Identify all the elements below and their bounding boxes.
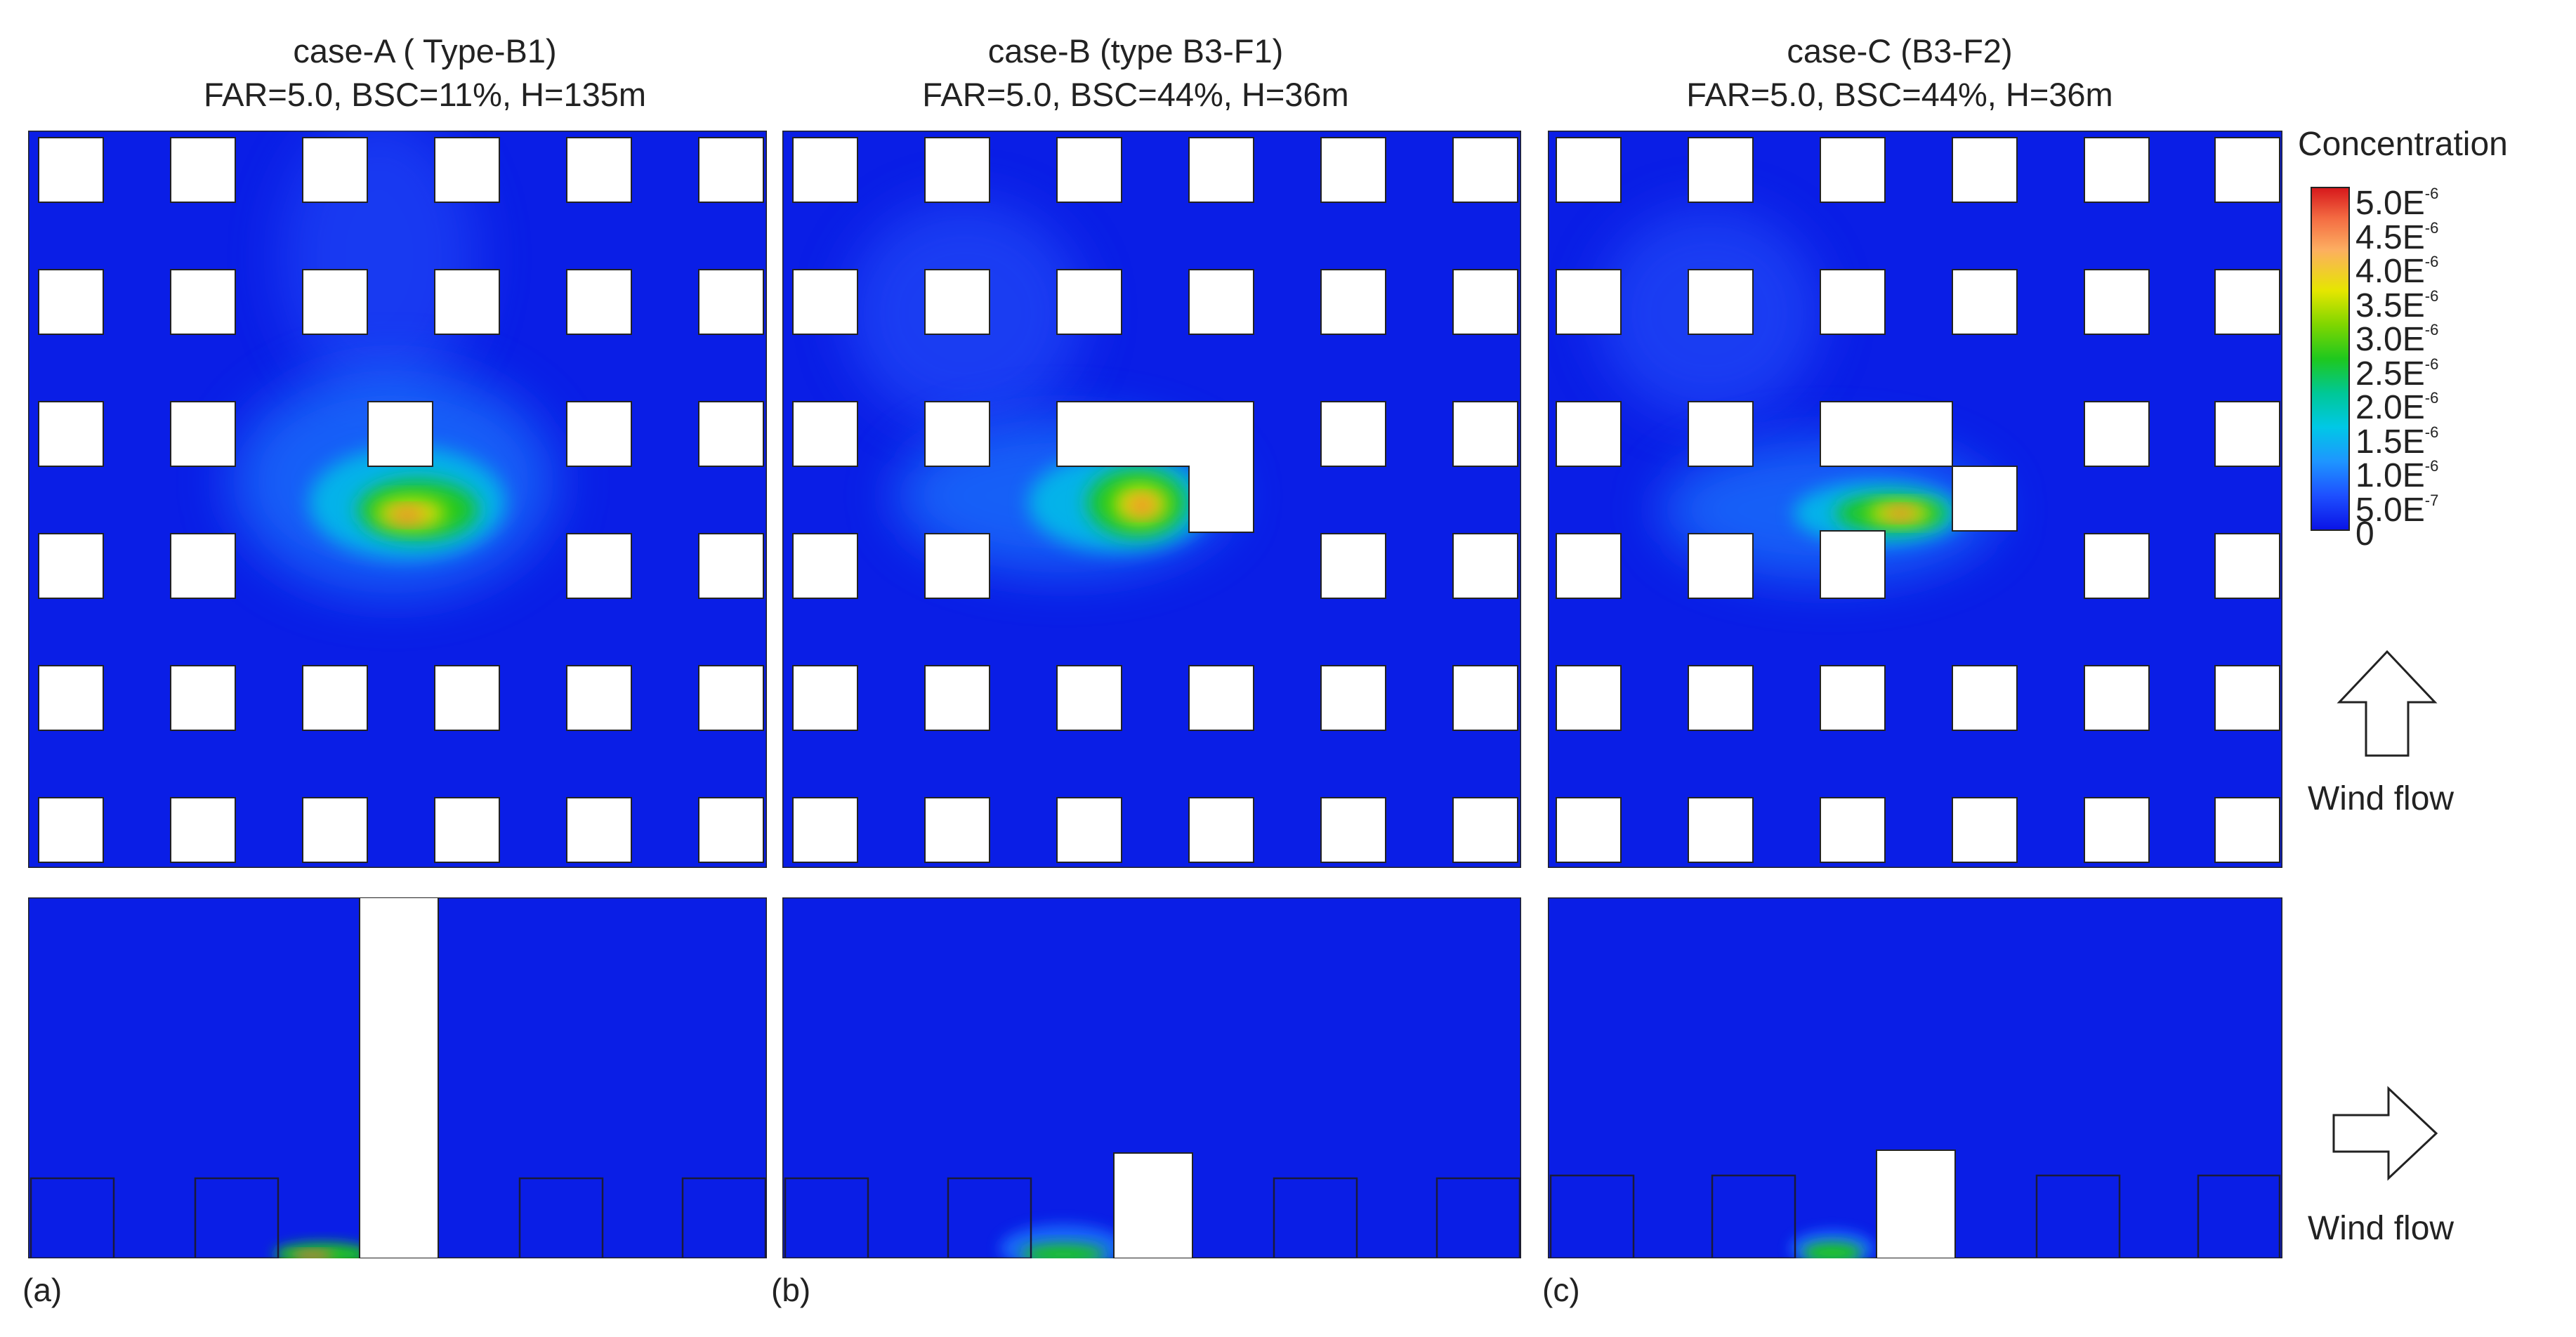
plan-view-case-a: [28, 131, 767, 868]
low-building-outlines: [1549, 1174, 2281, 1258]
wind-flow-label-plan: Wind flow: [2308, 780, 2455, 817]
pollutant-plume: [1790, 1230, 1874, 1258]
legend-tick-label: 5.0E-7: [2355, 491, 2439, 529]
section-view-case-a: [28, 897, 767, 1258]
legend-tick-label: 2.0E-6: [2355, 389, 2439, 426]
panel-label-b: (b): [771, 1272, 811, 1308]
legend-tick-label: 3.0E-6: [2355, 321, 2439, 358]
buildings: [38, 137, 764, 863]
legend-title: Concentration: [2298, 126, 2508, 163]
color-scale-bar: [2311, 187, 2350, 531]
case-a-title-line1: case-A ( Type-B1): [293, 32, 557, 70]
low-building-outlines: [784, 1177, 1521, 1258]
legend-tick-label: 4.5E-6: [2355, 218, 2439, 256]
arrow-up-icon: [2337, 650, 2438, 757]
case-a-title-line2: FAR=5.0, BSC=11%, H=135m: [203, 76, 647, 113]
buildings: [1556, 137, 2280, 863]
case-b-title: case-B (type B3-F1) FAR=5.0, BSC=44%, H=…: [767, 29, 1504, 117]
panel-label-c: (c): [1542, 1272, 1580, 1308]
mid-building: [1876, 1150, 1956, 1258]
section-view-case-b: [782, 897, 1521, 1258]
plan-view-case-c: [1548, 131, 2282, 868]
panel-label-a: (a): [22, 1272, 63, 1308]
wind-flow-label-section: Wind flow: [2308, 1210, 2455, 1247]
legend-tick-label: 3.5E-6: [2355, 286, 2439, 324]
buildings: [792, 137, 1518, 863]
legend-tick-label: 1.5E-6: [2355, 423, 2439, 461]
legend-tick-label: 2.5E-6: [2355, 355, 2439, 393]
mid-building: [1113, 1152, 1193, 1258]
legend-tick-label: 4.0E-6: [2355, 253, 2439, 290]
low-building-outlines: [29, 1177, 767, 1258]
legend-tick-label: 0: [2355, 515, 2374, 553]
case-c-title-line2: FAR=5.0, BSC=44%, H=36m: [1686, 76, 2113, 113]
arrow-right-icon: [2332, 1086, 2438, 1181]
section-view-case-c: [1548, 897, 2282, 1258]
case-b-title-line1: case-B (type B3-F1): [987, 32, 1284, 70]
case-c-title: case-C (B3-F2) FAR=5.0, BSC=44%, H=36m: [1531, 29, 2268, 117]
case-a-title: case-A ( Type-B1) FAR=5.0, BSC=11%, H=13…: [56, 29, 794, 117]
plan-view-case-b: [782, 131, 1521, 868]
tower-building: [359, 897, 439, 1258]
case-c-title-line1: case-C (B3-F2): [1787, 32, 2013, 70]
legend-tick-label: 5.0E-6: [2355, 185, 2439, 222]
pollutant-plume: [274, 1243, 372, 1258]
legend-tick-label: 1.0E-6: [2355, 457, 2439, 494]
case-b-title-line2: FAR=5.0, BSC=44%, H=36m: [922, 76, 1349, 113]
